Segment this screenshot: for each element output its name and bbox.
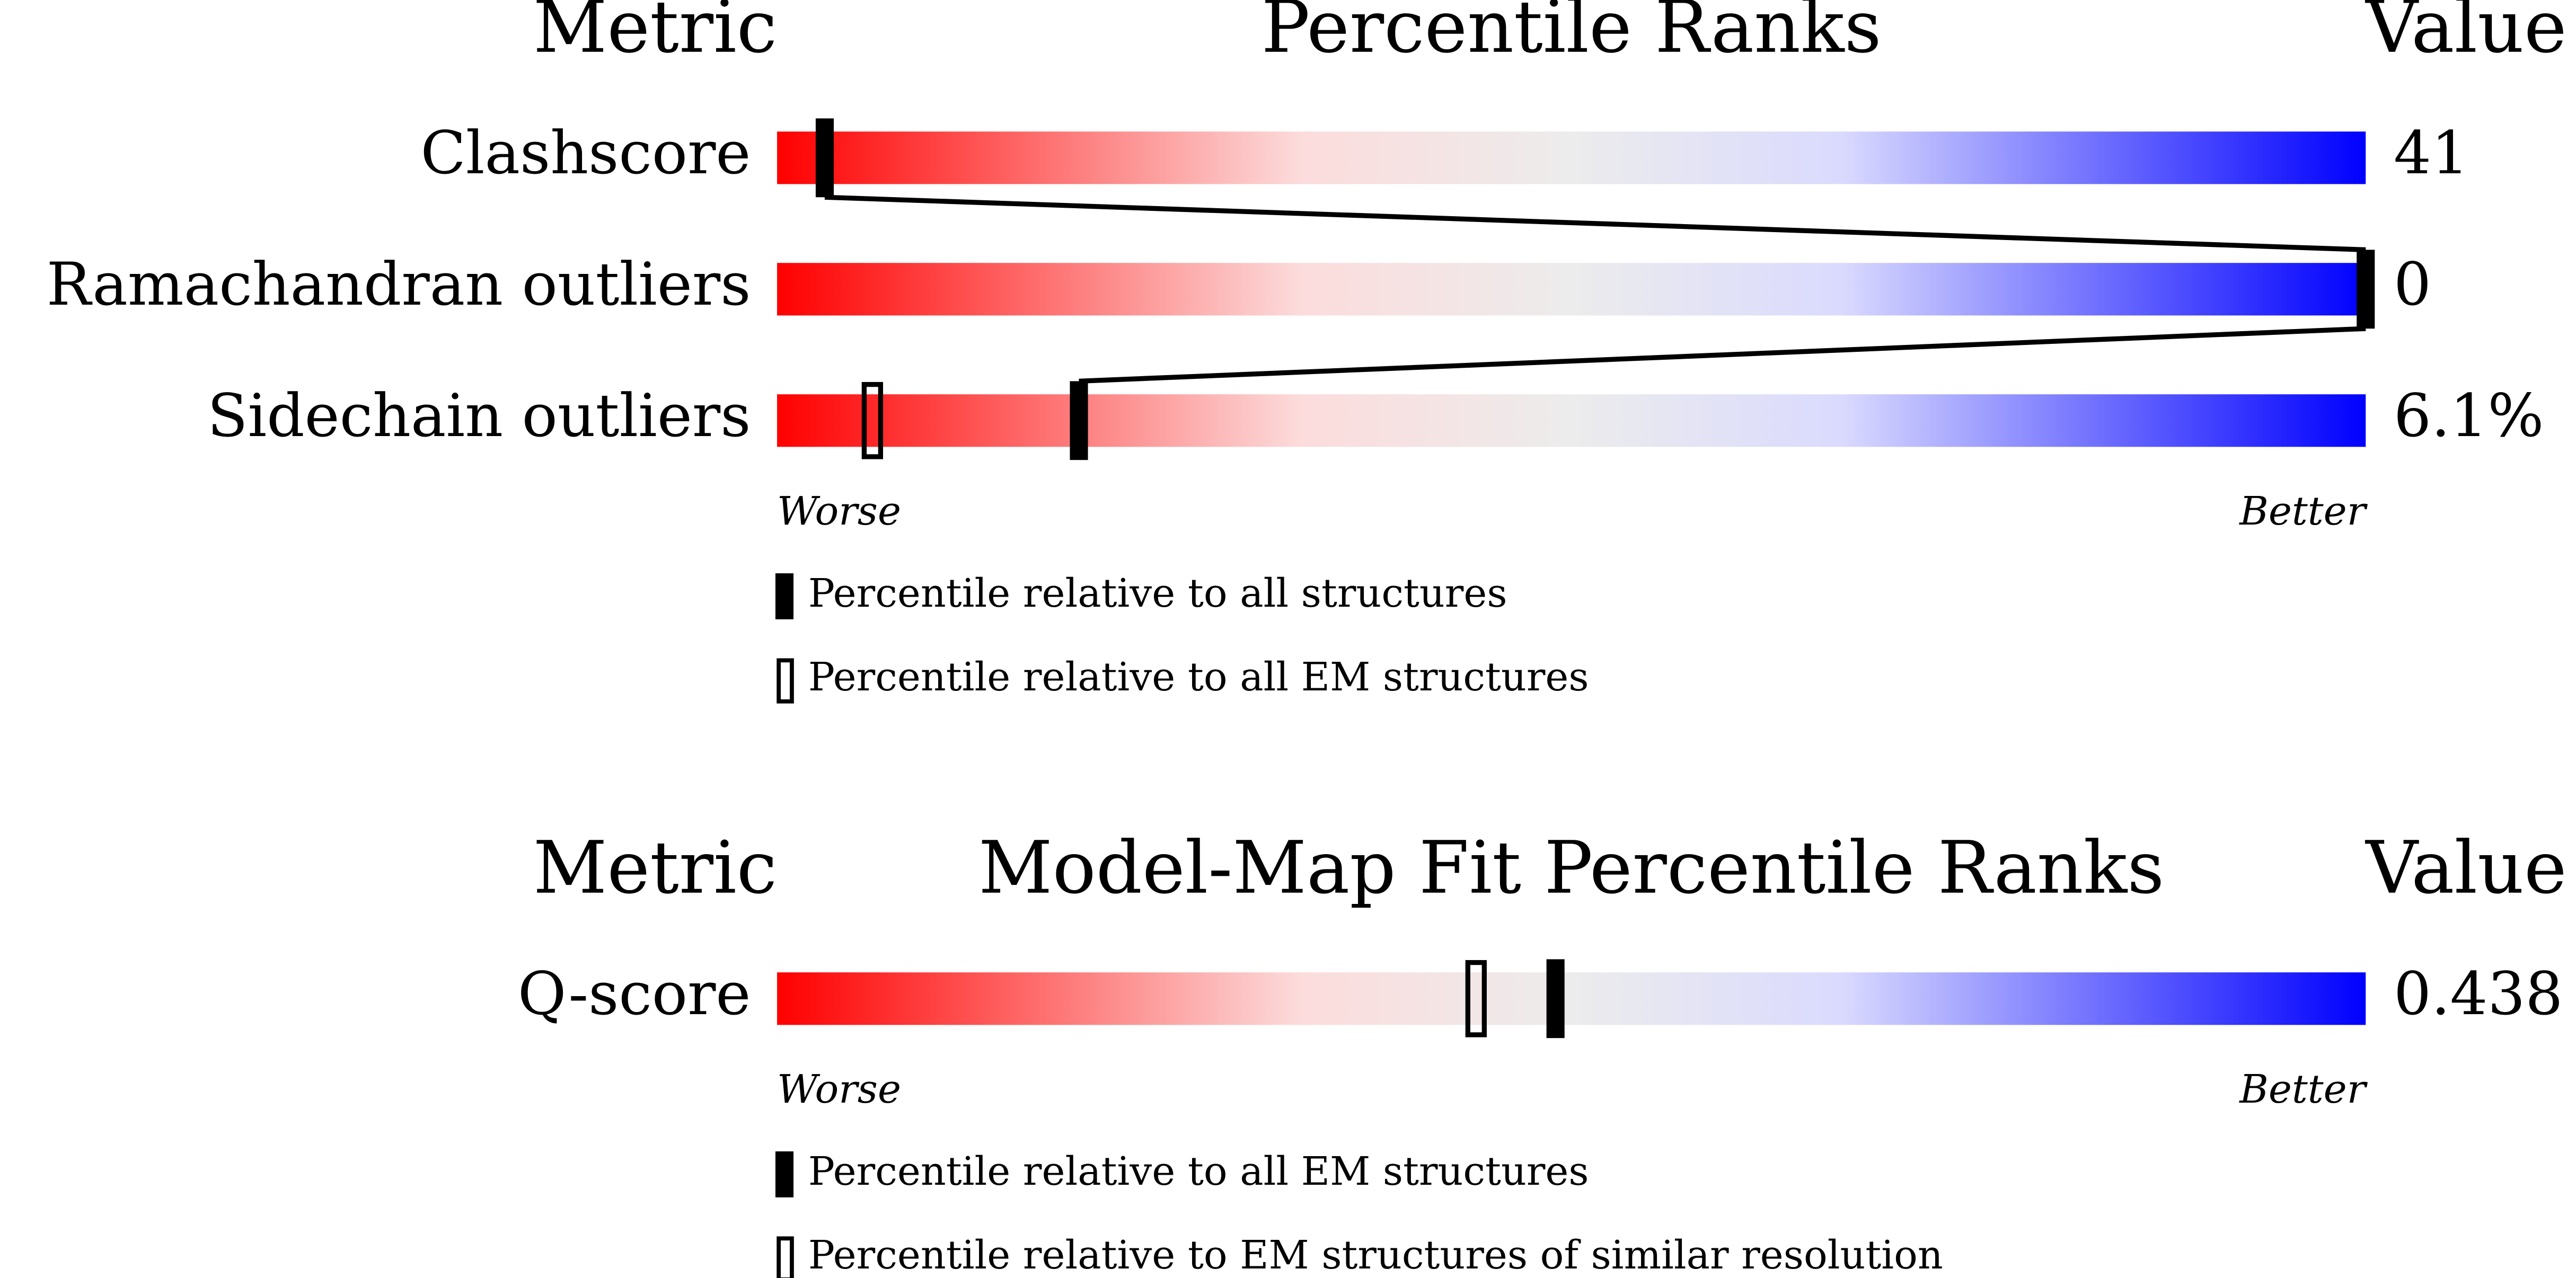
percentile-marker-open	[861, 381, 884, 459]
slider-bar	[777, 263, 2366, 316]
connector-line	[824, 194, 2366, 253]
metric-value: 6.1%	[2394, 381, 2544, 450]
legend-swatch	[777, 658, 794, 704]
legend-label: Percentile relative to EM structures of …	[808, 1232, 1943, 1278]
percentile-marker	[1070, 381, 1088, 460]
chart-title: Percentile Ranks	[1261, 0, 1882, 69]
slider-bar	[777, 972, 2366, 1025]
metric-label: Ramachandran outliers	[47, 250, 751, 319]
metric-header: Metric	[533, 0, 777, 69]
connector-line	[1079, 326, 2366, 384]
metric-label: Sidechain outliers	[207, 381, 751, 450]
legend-label: Percentile relative to all EM structures	[808, 654, 1589, 700]
metric-label: Clashscore	[420, 119, 751, 188]
metric-value: 41	[2394, 119, 2469, 188]
value-header: Value	[2365, 826, 2566, 910]
legend-label: Percentile relative to all structures	[808, 570, 1507, 616]
legend-swatch	[777, 1236, 794, 1278]
metric-value: 0.438	[2394, 960, 2563, 1028]
value-header: Value	[2365, 0, 2566, 69]
metric-value: 0	[2394, 250, 2431, 319]
worse-label: Worse	[777, 1066, 901, 1112]
better-label: Better	[2238, 1066, 2368, 1112]
slider-bar	[777, 394, 2366, 447]
percentile-marker	[815, 118, 834, 198]
metric-header: Metric	[533, 826, 777, 910]
legend-swatch	[775, 1151, 794, 1197]
chart-title: Model-Map Fit Percentile Ranks	[978, 826, 2164, 910]
percentile-marker-open	[1465, 960, 1487, 1037]
better-label: Better	[2238, 488, 2368, 534]
percentile-marker	[2357, 250, 2375, 329]
worse-label: Worse	[777, 488, 901, 534]
legend-label: Percentile relative to all EM structures	[808, 1148, 1589, 1194]
legend-swatch	[775, 573, 794, 619]
percentile-marker	[1546, 959, 1565, 1039]
metric-label: Q-score	[518, 960, 751, 1028]
slider-bar	[777, 131, 2366, 184]
